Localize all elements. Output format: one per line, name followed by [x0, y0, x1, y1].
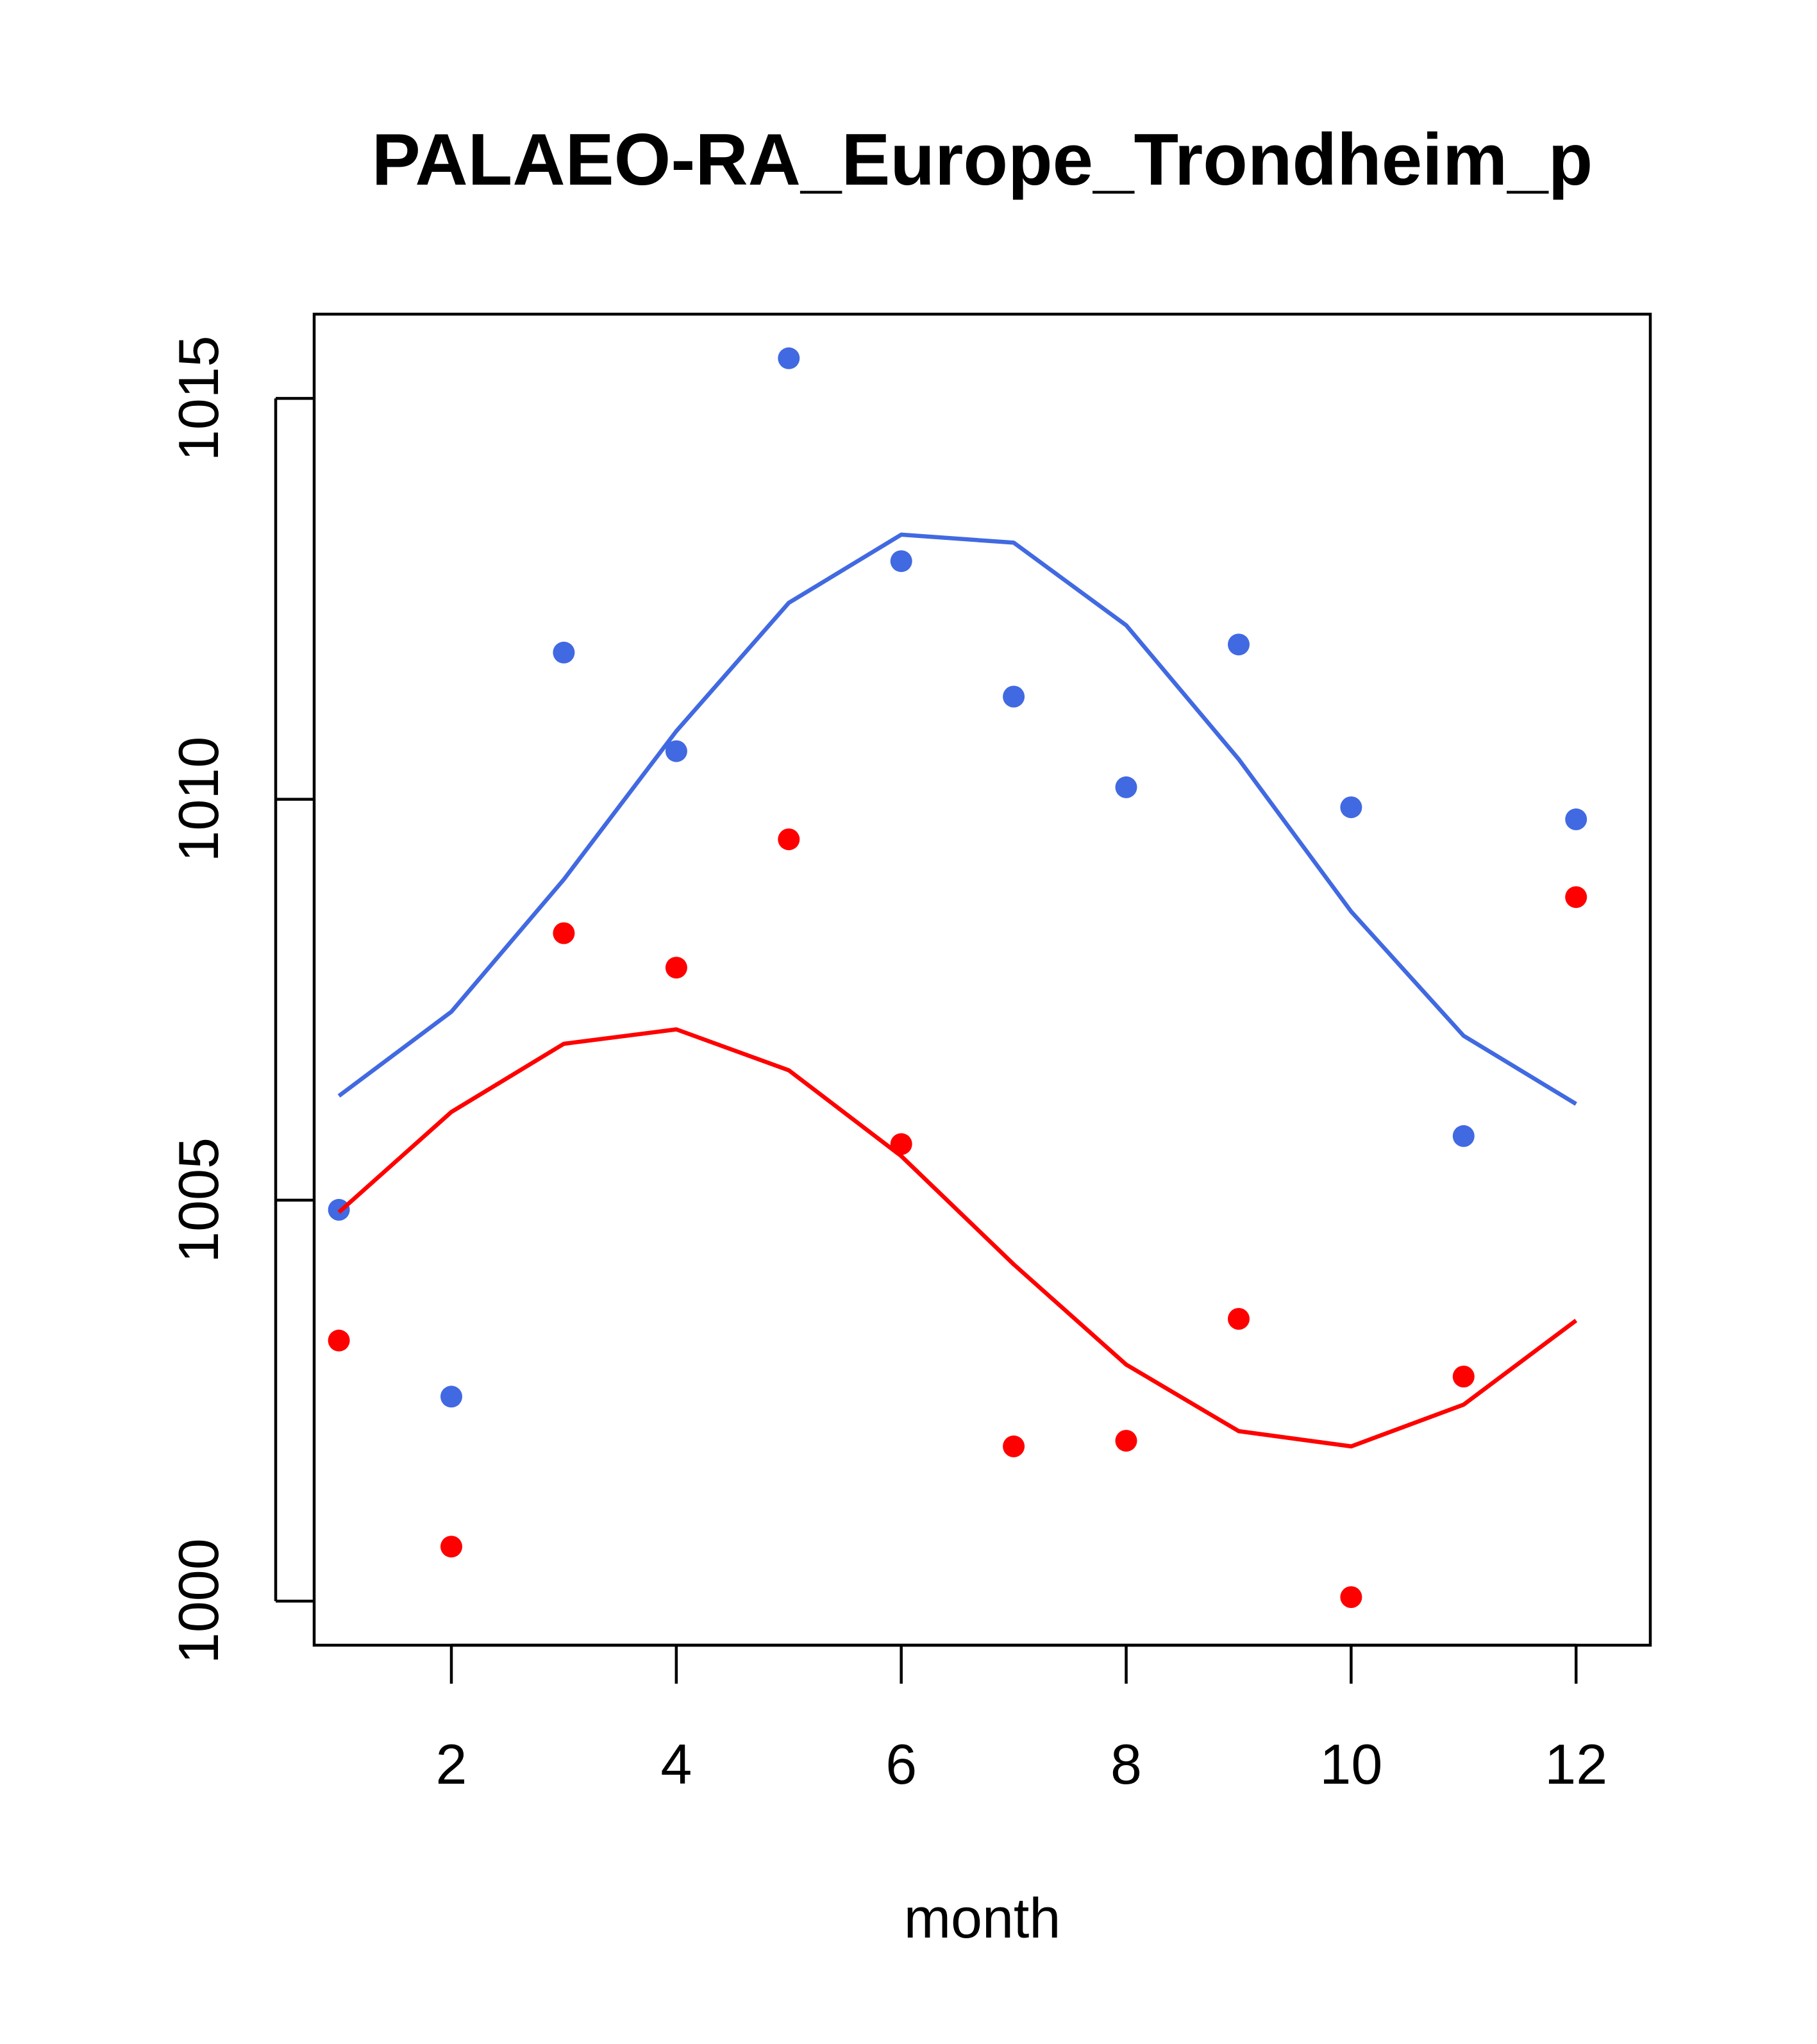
x-tick-label: 12 [1545, 1732, 1607, 1796]
x-axis-label: month [904, 1886, 1061, 1950]
data-point [778, 828, 800, 851]
data-point [1340, 796, 1362, 819]
data-point [1565, 808, 1587, 830]
x-tick-label: 8 [1110, 1732, 1142, 1796]
data-point [1115, 776, 1137, 798]
x-tick-label: 2 [436, 1732, 467, 1796]
series-blue-line [337, 532, 1577, 1106]
data-point [778, 347, 800, 369]
plot-frame [312, 312, 1652, 1647]
data-point [1228, 633, 1250, 656]
x-tick-label: 6 [885, 1732, 917, 1796]
series-line [337, 532, 1577, 1106]
y-tick-label: 1010 [167, 737, 230, 862]
data-point [328, 1329, 350, 1352]
data-point [440, 1386, 462, 1408]
data-point [553, 641, 575, 664]
data-point [665, 957, 687, 979]
data-point [553, 922, 575, 944]
data-point [1228, 1308, 1250, 1330]
y-tick-label: 1000 [167, 1538, 230, 1664]
y-tick-label: 1005 [167, 1137, 230, 1263]
x-axis: 2 4 6 8 10 12 [436, 1643, 1607, 1796]
series-red-points [328, 828, 1587, 1608]
data-point [1340, 1586, 1362, 1608]
series-red-line [337, 1027, 1578, 1449]
series-line [337, 1027, 1578, 1449]
data-point [1003, 1435, 1025, 1457]
y-tick-label: 1015 [167, 335, 230, 461]
data-point [890, 550, 912, 573]
x-tick-label: 10 [1319, 1732, 1382, 1796]
data-point [1452, 1366, 1475, 1387]
data-point [1003, 685, 1025, 708]
data-point [440, 1536, 462, 1558]
data-point [1565, 886, 1587, 909]
data-point [1115, 1430, 1137, 1452]
x-tick-label: 4 [660, 1732, 692, 1796]
data-point [1452, 1125, 1475, 1147]
data-point [665, 740, 687, 762]
series-layer [328, 347, 1587, 1608]
series-blue-points [328, 347, 1587, 1408]
y-axis: 1000 1005 1010 1015 [167, 335, 314, 1664]
chart-title: PALAEO-RA_Europe_Trondheim_p [372, 119, 1593, 201]
